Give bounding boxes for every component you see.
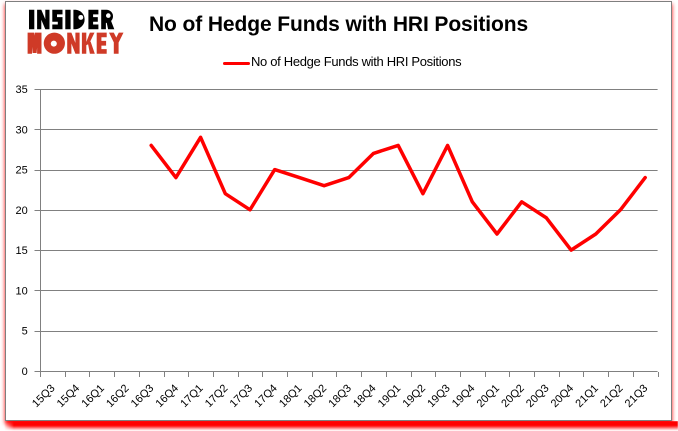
svg-text:15Q3: 15Q3 [30, 382, 58, 410]
svg-text:20Q1: 20Q1 [475, 382, 503, 410]
svg-text:19Q1: 19Q1 [376, 382, 404, 410]
svg-text:17Q2: 17Q2 [203, 382, 231, 410]
svg-text:35: 35 [16, 84, 28, 96]
svg-text:19Q2: 19Q2 [400, 382, 428, 410]
svg-text:16Q2: 16Q2 [104, 382, 132, 410]
svg-text:18Q2: 18Q2 [302, 382, 330, 410]
svg-text:15Q4: 15Q4 [55, 382, 83, 410]
svg-text:18Q4: 18Q4 [351, 382, 379, 410]
svg-text:20: 20 [16, 205, 28, 217]
svg-text:21Q2: 21Q2 [598, 382, 626, 410]
svg-text:21Q3: 21Q3 [623, 382, 651, 410]
svg-text:16Q1: 16Q1 [79, 382, 107, 410]
svg-text:20Q3: 20Q3 [524, 382, 552, 410]
svg-text:16Q4: 16Q4 [153, 382, 181, 410]
svg-text:17Q4: 17Q4 [252, 382, 280, 410]
svg-text:25: 25 [16, 165, 28, 177]
svg-text:17Q3: 17Q3 [228, 382, 256, 410]
svg-text:17Q1: 17Q1 [178, 382, 206, 410]
svg-text:19Q3: 19Q3 [425, 382, 453, 410]
svg-text:18Q1: 18Q1 [277, 382, 305, 410]
svg-text:15: 15 [16, 245, 28, 257]
svg-text:20Q4: 20Q4 [549, 382, 577, 410]
svg-text:21Q1: 21Q1 [573, 382, 601, 410]
svg-text:30: 30 [16, 124, 28, 136]
svg-text:19Q4: 19Q4 [450, 382, 478, 410]
svg-text:0: 0 [22, 366, 28, 378]
svg-text:18Q3: 18Q3 [326, 382, 354, 410]
svg-text:16Q3: 16Q3 [129, 382, 157, 410]
svg-text:5: 5 [22, 326, 28, 338]
svg-text:20Q2: 20Q2 [499, 382, 527, 410]
svg-text:10: 10 [16, 285, 28, 297]
